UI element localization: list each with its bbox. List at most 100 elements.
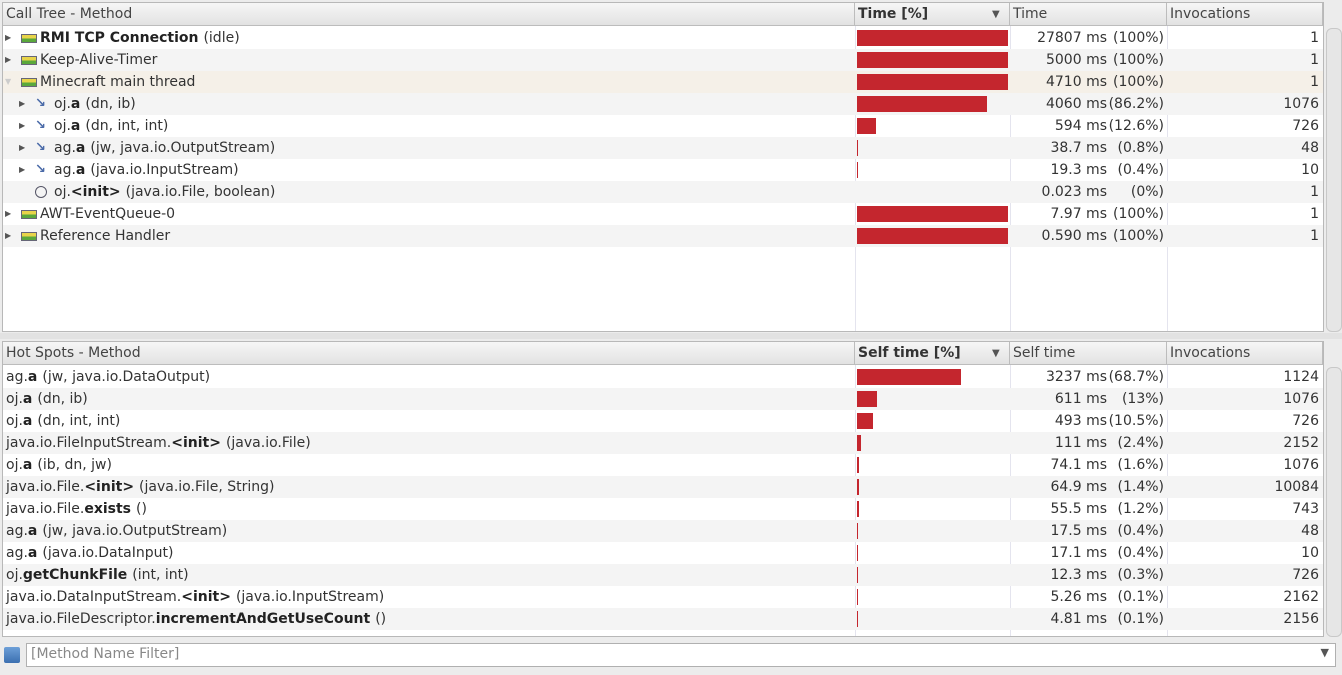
percent: (100%): [1113, 228, 1164, 244]
expander: ▼: [5, 77, 12, 86]
time: 7.97 ms: [1050, 206, 1107, 222]
class-name: java.io.FileDescriptor.: [6, 611, 156, 627]
table-row[interactable]: ▼ Minecraft main thread 4710 ms (100%) 1: [3, 71, 1323, 93]
method-name: ag.a (jw, java.io.DataOutput): [6, 366, 210, 388]
column-divider: [1010, 3, 1011, 331]
column-header[interactable]: Self time [%]: [855, 342, 1010, 365]
percent-bar: [857, 435, 861, 451]
method-name: java.io.FileInputStream.<init> (java.io.F…: [6, 432, 311, 454]
expander: ▶: [19, 99, 26, 108]
invocations: 1076: [1283, 96, 1319, 112]
arguments: (java.io.InputStream): [90, 162, 239, 178]
table-row[interactable]: ▶ Keep-Alive-Timer 5000 ms (100%) 1: [3, 49, 1323, 71]
invocations: 10: [1301, 545, 1319, 561]
table-row[interactable]: oj.<init> (java.io.File, boolean) 0.023 ms…: [3, 181, 1323, 203]
percent: (0.1%): [1117, 611, 1165, 627]
percent: (68.7%): [1108, 369, 1164, 385]
arguments: (): [375, 611, 387, 627]
invocations: 10084: [1274, 479, 1319, 495]
filter-icon[interactable]: [4, 647, 20, 663]
class-name: ag.: [54, 162, 76, 178]
percent-bar: [857, 74, 1008, 90]
name: a: [75, 162, 86, 178]
time: 4710 ms: [1045, 74, 1107, 90]
table-row[interactable]: java.io.File.exists() 55.5 ms (1.2%) 743: [3, 498, 1323, 520]
table-row[interactable]: ▶ AWT-EventQueue-0 7.97 ms (100%) 1: [3, 203, 1323, 225]
time: 594 ms: [1054, 118, 1107, 134]
table-row[interactable]: oj.a (dn, int, int) 493 ms (10.5%) 726: [3, 410, 1323, 432]
thread-icon: [21, 210, 37, 219]
invocations: 1124: [1283, 369, 1319, 385]
arguments: (jw, java.io.OutputStream): [42, 523, 228, 539]
table-row[interactable]: ▶ ↘ oj.a (dn, ib) 4060 ms (86.2%) 1076: [3, 93, 1323, 115]
name: RMI TCP Connection: [40, 30, 199, 46]
expander: ▶: [5, 55, 12, 64]
arguments: (java.io.File): [225, 435, 311, 451]
table-row[interactable]: java.io.FileDescriptor.incrementAndGetUs…: [3, 608, 1323, 630]
column-header[interactable]: Call Tree - Method: [3, 3, 855, 26]
method-name: oj.a (dn, ib): [54, 93, 136, 115]
table-row[interactable]: ag.a (java.io.DataInput) 17.1 ms (0.4%) 10: [3, 542, 1323, 564]
method-name: ag.a (jw, java.io.OutputStream): [54, 137, 275, 159]
dropdown-arrow[interactable]: ▼: [1320, 646, 1329, 659]
table-row[interactable]: java.io.File.<init> (java.io.File, String…: [3, 476, 1323, 498]
percent-bar: [857, 228, 1008, 244]
name: Reference Handler: [40, 228, 171, 244]
name: a: [22, 457, 33, 473]
column-header[interactable]: Hot Spots - Method: [3, 342, 855, 365]
table-row[interactable]: oj.a (ib, dn, jw) 74.1 ms (1.6%) 1076: [3, 454, 1323, 476]
name: a: [27, 545, 38, 561]
expander: ▶: [5, 33, 12, 42]
percent-bar: [857, 162, 858, 178]
method-name: ag.a (java.io.InputStream): [54, 159, 239, 181]
arguments: (dn, ib): [37, 391, 88, 407]
scrollbar[interactable]: [1326, 367, 1342, 637]
method-name: oj.getChunkFile (int, int): [6, 564, 189, 586]
column-header[interactable]: Self time: [1010, 342, 1167, 365]
column-header[interactable]: Invocations: [1167, 3, 1323, 26]
table-row[interactable]: ▶ RMI TCP Connection (idle) 27807 ms (100%) 1: [3, 27, 1323, 49]
invocations: 48: [1301, 523, 1319, 539]
table-row[interactable]: ▶ ↘ oj.a (dn, int, int) 594 ms (12.6%) 726: [3, 115, 1323, 137]
percent: (100%): [1113, 30, 1164, 46]
arguments: (java.io.File, boolean): [125, 184, 276, 200]
arguments: (dn, int, int): [85, 118, 169, 134]
class-name: ag.: [54, 140, 76, 156]
table-row[interactable]: ag.a (jw, java.io.OutputStream) 17.5 ms (0.…: [3, 520, 1323, 542]
method-name: java.io.File.<init> (java.io.File, String…: [6, 476, 275, 498]
percent: (86.2%): [1108, 96, 1164, 112]
column-divider: [1167, 3, 1168, 331]
table-row[interactable]: oj.getChunkFile (int, int) 12.3 ms (0.3%) 72…: [3, 564, 1323, 586]
scrollbar[interactable]: [1326, 28, 1342, 332]
splitter[interactable]: [0, 333, 1342, 339]
table-row[interactable]: oj.a (dn, ib) 611 ms (13%) 1076: [3, 388, 1323, 410]
name: getChunkFile: [22, 567, 128, 583]
name: a: [22, 391, 33, 407]
method-name: java.io.FileDescriptor.incrementAndGetUs…: [6, 608, 386, 630]
name: <init>: [84, 479, 135, 495]
expander: ▶: [19, 143, 26, 152]
column-header[interactable]: Time: [1010, 3, 1167, 26]
table-row[interactable]: java.io.DataInputStream.<init> (java.io.I…: [3, 586, 1323, 608]
expander: ▶: [19, 165, 26, 174]
time: 27807 ms: [1037, 30, 1107, 46]
table-row[interactable]: java.io.FileInputStream.<init> (java.io.F…: [3, 432, 1323, 454]
percent: (100%): [1113, 74, 1164, 90]
expander: ▶: [19, 121, 26, 130]
column-header[interactable]: Time [%]: [855, 3, 1010, 26]
column-header[interactable]: Invocations: [1167, 342, 1323, 365]
time: 3237 ms: [1045, 369, 1107, 385]
table-row[interactable]: ▶ ↘ ag.a (jw, java.io.OutputStream) 38.7 ms (…: [3, 137, 1323, 159]
table-row[interactable]: ▶ Reference Handler 0.590 ms (100%) 1: [3, 225, 1323, 247]
filter-box[interactable]: [Method Name Filter] ▼: [26, 643, 1336, 667]
class-name: ag.: [6, 545, 28, 561]
arguments: (jw, java.io.OutputStream): [90, 140, 276, 156]
arguments: (jw, java.io.DataOutput): [42, 369, 211, 385]
class-name: oj.: [6, 391, 23, 407]
arguments: (java.io.DataInput): [42, 545, 174, 561]
time: 4.81 ms: [1050, 611, 1107, 627]
table-row[interactable]: ag.a (jw, java.io.DataOutput) 3237 ms (68.7…: [3, 366, 1323, 388]
name: exists: [84, 501, 132, 517]
table-row[interactable]: ▶ ↘ ag.a (java.io.InputStream) 19.3 ms (0.4%)…: [3, 159, 1323, 181]
percent: (1.2%): [1117, 501, 1165, 517]
